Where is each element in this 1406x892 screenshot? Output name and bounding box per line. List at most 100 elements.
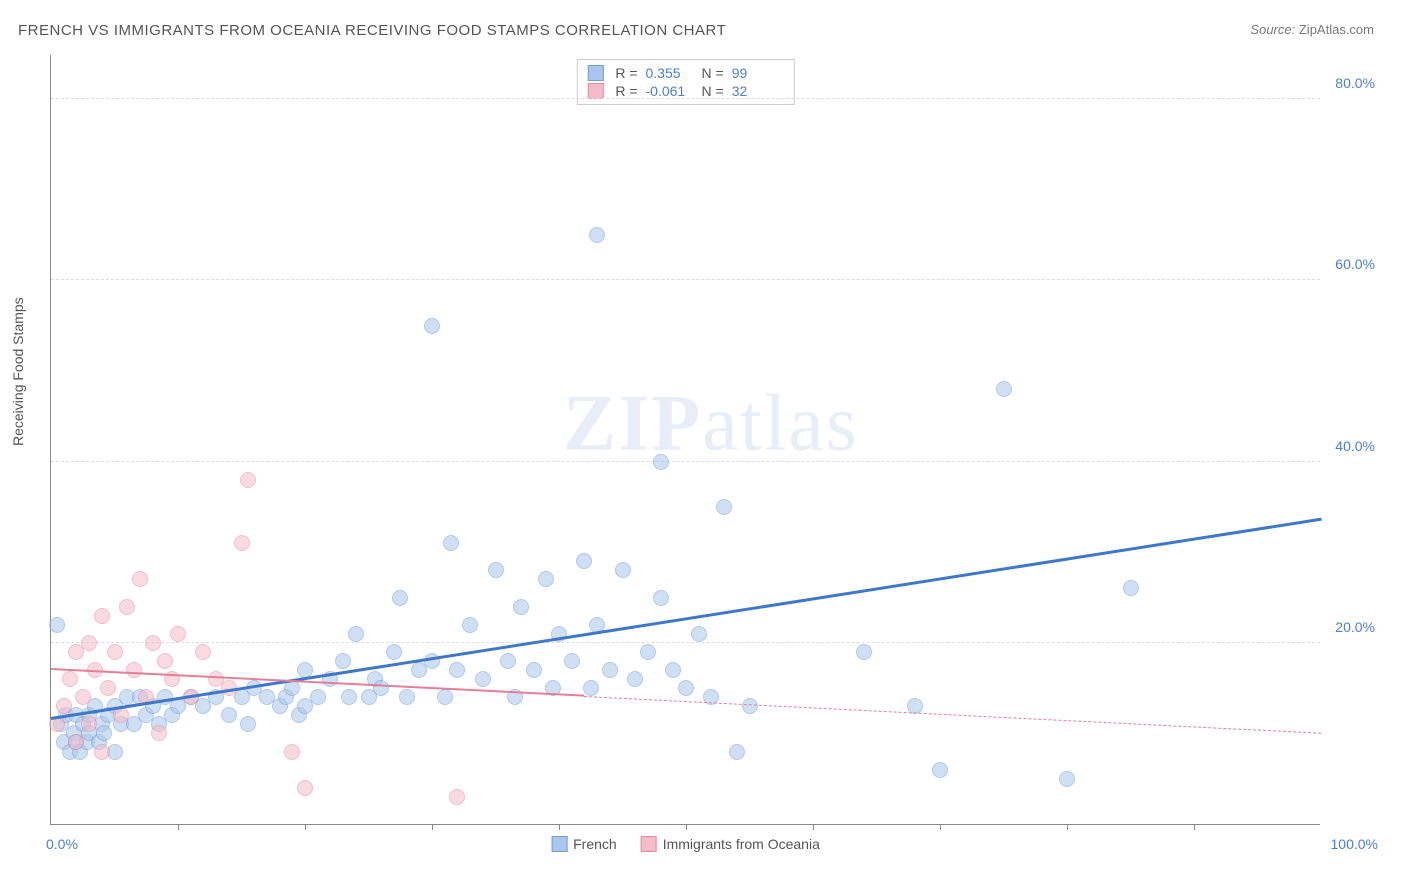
data-point bbox=[221, 707, 237, 723]
plot-area: ZIPatlas R = 0.355 N = 99 R = -0.061 N =… bbox=[50, 55, 1320, 825]
data-point bbox=[526, 662, 542, 678]
legend-swatch-1b bbox=[551, 836, 567, 852]
data-point bbox=[81, 716, 97, 732]
data-point bbox=[126, 662, 142, 678]
data-point bbox=[449, 662, 465, 678]
data-point bbox=[94, 744, 110, 760]
data-point bbox=[475, 671, 491, 687]
data-point bbox=[145, 635, 161, 651]
data-point bbox=[151, 725, 167, 741]
source-attribution: Source: ZipAtlas.com bbox=[1250, 22, 1374, 37]
gridline bbox=[51, 98, 1320, 99]
gridline bbox=[51, 642, 1320, 643]
legend-swatch-1 bbox=[587, 65, 603, 81]
legend-label-2: Immigrants from Oceania bbox=[663, 836, 820, 852]
data-point bbox=[157, 653, 173, 669]
legend-label-1: French bbox=[573, 836, 617, 852]
data-point bbox=[640, 644, 656, 660]
data-point bbox=[678, 680, 694, 696]
data-point bbox=[691, 626, 707, 642]
source-label: Source: bbox=[1250, 22, 1295, 37]
data-point bbox=[81, 635, 97, 651]
legend-swatch-2 bbox=[587, 83, 603, 99]
gridline bbox=[51, 461, 1320, 462]
data-point bbox=[107, 644, 123, 660]
data-point bbox=[284, 744, 300, 760]
data-point bbox=[119, 599, 135, 615]
chart-container: FRENCH VS IMMIGRANTS FROM OCEANIA RECEIV… bbox=[0, 0, 1406, 892]
data-point bbox=[335, 653, 351, 669]
data-point bbox=[1123, 580, 1139, 596]
data-point bbox=[602, 662, 618, 678]
x-axis-end-label: 100.0% bbox=[1331, 836, 1378, 852]
data-point bbox=[392, 590, 408, 606]
data-point bbox=[170, 626, 186, 642]
data-point bbox=[856, 644, 872, 660]
data-point bbox=[113, 707, 129, 723]
data-point bbox=[386, 644, 402, 660]
data-point bbox=[132, 571, 148, 587]
data-point bbox=[742, 698, 758, 714]
y-tick-label: 20.0% bbox=[1335, 619, 1375, 635]
data-point bbox=[564, 653, 580, 669]
series-legend: French Immigrants from Oceania bbox=[551, 836, 820, 852]
data-point bbox=[653, 590, 669, 606]
y-tick-label: 80.0% bbox=[1335, 75, 1375, 91]
data-point bbox=[96, 725, 112, 741]
legend-n-value-1: 99 bbox=[732, 65, 780, 81]
legend-r-value-1: 0.355 bbox=[646, 65, 694, 81]
data-point bbox=[424, 318, 440, 334]
data-point bbox=[583, 680, 599, 696]
legend-item-1: French bbox=[551, 836, 617, 852]
data-point bbox=[716, 499, 732, 515]
data-point bbox=[627, 671, 643, 687]
chart-title: FRENCH VS IMMIGRANTS FROM OCEANIA RECEIV… bbox=[18, 22, 726, 39]
y-tick-label: 40.0% bbox=[1335, 438, 1375, 454]
data-point bbox=[399, 689, 415, 705]
data-point bbox=[1059, 771, 1075, 787]
gridline bbox=[51, 279, 1320, 280]
data-point bbox=[195, 644, 211, 660]
data-point bbox=[437, 689, 453, 705]
data-point bbox=[653, 454, 669, 470]
data-point bbox=[348, 626, 364, 642]
data-point bbox=[589, 227, 605, 243]
x-tick bbox=[178, 824, 179, 830]
data-point bbox=[500, 653, 516, 669]
data-point bbox=[341, 689, 357, 705]
data-point bbox=[729, 744, 745, 760]
data-point bbox=[373, 680, 389, 696]
legend-r-label: R = bbox=[615, 83, 637, 99]
legend-r-label: R = bbox=[615, 65, 637, 81]
data-point bbox=[615, 562, 631, 578]
data-point bbox=[240, 716, 256, 732]
data-point bbox=[56, 698, 72, 714]
x-axis-start-label: 0.0% bbox=[46, 836, 78, 852]
legend-r-value-2: -0.061 bbox=[646, 83, 694, 99]
legend-n-label: N = bbox=[702, 65, 724, 81]
data-point bbox=[932, 762, 948, 778]
x-tick bbox=[1194, 824, 1195, 830]
legend-n-value-2: 32 bbox=[732, 83, 780, 99]
x-tick bbox=[432, 824, 433, 830]
data-point bbox=[576, 553, 592, 569]
data-point bbox=[310, 689, 326, 705]
data-point bbox=[443, 535, 459, 551]
data-point bbox=[94, 608, 110, 624]
data-point bbox=[462, 617, 478, 633]
data-point bbox=[234, 535, 250, 551]
data-point bbox=[62, 671, 78, 687]
data-point bbox=[75, 689, 91, 705]
data-point bbox=[68, 734, 84, 750]
data-point bbox=[49, 617, 65, 633]
x-tick bbox=[940, 824, 941, 830]
data-point bbox=[100, 680, 116, 696]
x-tick bbox=[1067, 824, 1068, 830]
source-value: ZipAtlas.com bbox=[1299, 22, 1374, 37]
data-point bbox=[488, 562, 504, 578]
legend-item-2: Immigrants from Oceania bbox=[641, 836, 820, 852]
x-tick bbox=[686, 824, 687, 830]
legend-row-series-1: R = 0.355 N = 99 bbox=[587, 64, 779, 82]
data-point bbox=[538, 571, 554, 587]
legend-row-series-2: R = -0.061 N = 32 bbox=[587, 82, 779, 100]
